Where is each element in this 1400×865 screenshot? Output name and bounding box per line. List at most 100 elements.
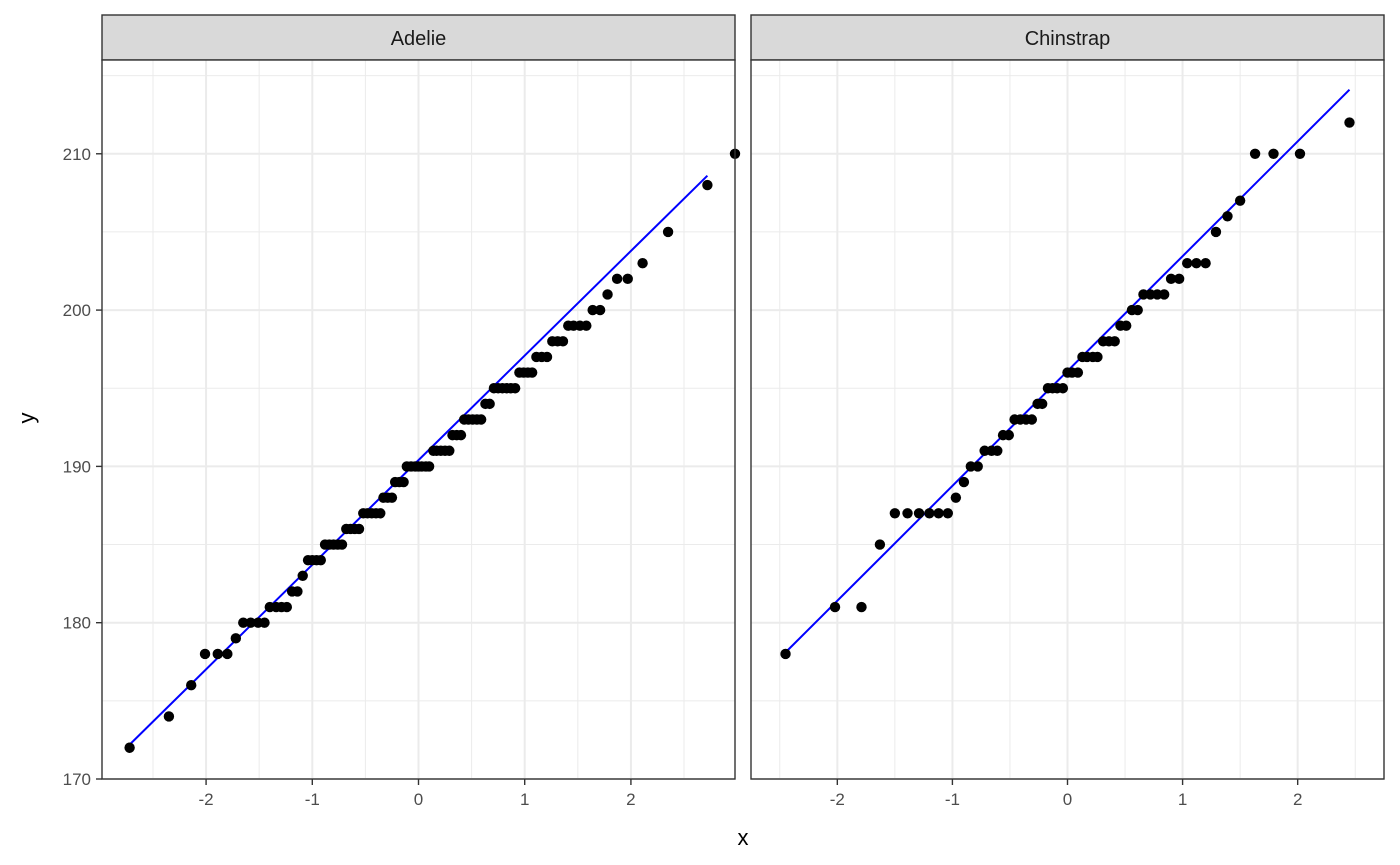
- data-point: [1026, 414, 1038, 425]
- x-tick-label: 2: [626, 790, 635, 809]
- strip-chinstrap: [750, 14, 1385, 61]
- data-point: [259, 617, 270, 628]
- x-tick-label: 1: [1178, 790, 1187, 809]
- data-point: [444, 445, 455, 456]
- data-point: [1200, 257, 1211, 269]
- data-point: [557, 336, 569, 347]
- data-point: [856, 601, 867, 613]
- y-tick-label: 210: [63, 145, 91, 164]
- points-adelie: [124, 148, 741, 753]
- data-point: [1222, 211, 1233, 222]
- y-tick-label: 200: [63, 301, 91, 320]
- data-point: [398, 476, 409, 488]
- data-point: [315, 554, 326, 566]
- points-chinstrap: [780, 117, 1355, 660]
- data-point: [913, 508, 925, 519]
- data-point: [1181, 257, 1193, 269]
- data-point: [992, 445, 1003, 456]
- data-point: [874, 539, 886, 550]
- data-point: [199, 648, 211, 660]
- data-point: [958, 476, 970, 488]
- grid-chinstrap: [751, 60, 1384, 780]
- y-axis-title: y: [14, 413, 39, 424]
- strip-label-adelie: Adelie: [391, 28, 447, 50]
- data-point: [526, 367, 538, 378]
- data-point: [1234, 195, 1246, 206]
- data-point: [594, 304, 606, 316]
- data-point: [222, 648, 233, 660]
- data-point: [972, 461, 983, 472]
- data-point: [245, 617, 256, 628]
- data-point: [375, 508, 386, 519]
- y-tick-label: 190: [63, 457, 91, 476]
- x-tick-label: -1: [305, 790, 320, 809]
- panel-adelie: Adelie -2 -1 0 1 2: [101, 14, 741, 809]
- data-point: [637, 257, 648, 269]
- data-point: [336, 539, 348, 550]
- strip-label-chinstrap: Chinstrap: [1025, 28, 1111, 50]
- y-tick-label: 170: [63, 770, 91, 789]
- x-tick-label: -2: [830, 790, 845, 809]
- data-point: [281, 601, 293, 613]
- data-point: [1158, 289, 1170, 300]
- data-point: [581, 320, 592, 331]
- x-tick-label: -2: [199, 790, 214, 809]
- data-point: [662, 226, 674, 238]
- data-point: [238, 617, 249, 628]
- data-point: [230, 633, 242, 644]
- data-point: [924, 508, 935, 519]
- data-point: [1191, 257, 1202, 269]
- data-point: [780, 648, 791, 660]
- data-point: [1210, 226, 1222, 238]
- data-point: [212, 648, 223, 660]
- data-point: [889, 508, 901, 519]
- data-point: [1173, 273, 1185, 285]
- data-point: [386, 492, 398, 503]
- x-tick-label: 0: [414, 790, 423, 809]
- y-axis: 170 180 190 200 210: [63, 145, 102, 789]
- x-axis-chinstrap: -2 -1 0 1 2: [830, 779, 1302, 809]
- data-point: [829, 601, 841, 613]
- data-point: [1092, 351, 1103, 363]
- data-point: [186, 680, 197, 691]
- data-point: [423, 461, 435, 472]
- data-point: [1120, 320, 1132, 331]
- data-point: [1072, 367, 1084, 378]
- data-point: [902, 508, 913, 519]
- data-point: [163, 711, 175, 722]
- x-tick-label: 1: [520, 790, 529, 809]
- data-point: [124, 742, 135, 753]
- data-point: [509, 383, 521, 394]
- data-point: [942, 508, 954, 519]
- data-point: [541, 351, 553, 363]
- data-point: [1165, 273, 1177, 285]
- data-point: [1249, 148, 1261, 159]
- data-point: [602, 289, 613, 300]
- data-point: [475, 414, 487, 425]
- data-point: [292, 586, 303, 597]
- data-point: [1003, 429, 1015, 441]
- data-point: [1109, 336, 1120, 347]
- data-point: [484, 398, 495, 410]
- data-point: [353, 523, 365, 535]
- data-point: [1036, 398, 1048, 410]
- data-point: [1344, 117, 1355, 128]
- data-point: [622, 273, 633, 285]
- grid-adelie: [102, 60, 735, 780]
- data-point: [1132, 304, 1143, 316]
- data-point: [455, 429, 467, 441]
- data-point: [702, 179, 713, 191]
- data-point: [1268, 148, 1279, 159]
- x-axis-title: x: [738, 825, 749, 850]
- data-point: [297, 570, 308, 582]
- y-tick-label: 180: [63, 614, 91, 633]
- x-tick-label: 0: [1063, 790, 1072, 809]
- data-point: [1057, 383, 1069, 394]
- panel-chinstrap: Chinstrap -2 -1 0 1 2: [750, 14, 1385, 809]
- data-point: [1294, 148, 1306, 159]
- data-point: [950, 492, 962, 503]
- x-tick-label: -1: [945, 790, 960, 809]
- data-point: [611, 273, 623, 285]
- data-point: [933, 508, 944, 519]
